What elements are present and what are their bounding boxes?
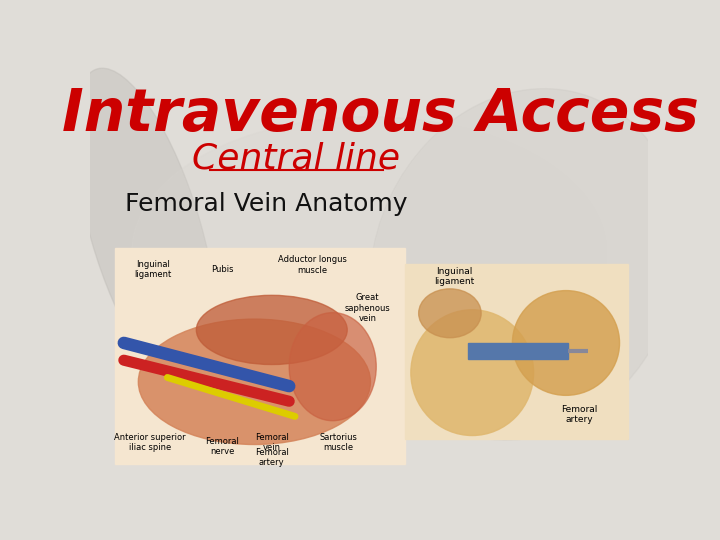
Text: Great
saphenous
vein: Great saphenous vein — [345, 293, 390, 323]
Text: Inguinal
ligament: Inguinal ligament — [134, 260, 171, 279]
Text: Inguinal
ligament: Inguinal ligament — [434, 267, 474, 286]
Text: Sartorius
muscle: Sartorius muscle — [320, 433, 357, 452]
Text: Femoral
vein: Femoral vein — [255, 433, 289, 452]
Ellipse shape — [411, 310, 534, 436]
Ellipse shape — [74, 68, 217, 394]
Bar — [115, 248, 405, 464]
Ellipse shape — [513, 291, 619, 395]
Text: Anterior superior
iliac spine: Anterior superior iliac spine — [114, 433, 186, 452]
Text: Adductor longus
muscle: Adductor longus muscle — [278, 255, 347, 275]
Ellipse shape — [289, 313, 377, 421]
Text: Central line: Central line — [192, 141, 400, 176]
Text: Femoral Vein Anatomy: Femoral Vein Anatomy — [125, 192, 407, 216]
Text: Femoral
artery: Femoral artery — [561, 405, 598, 424]
Ellipse shape — [197, 295, 347, 364]
Text: Femoral
artery: Femoral artery — [255, 448, 289, 467]
Text: Intravenous Access: Intravenous Access — [62, 86, 698, 143]
Bar — [405, 265, 629, 439]
Bar — [468, 343, 568, 359]
Text: Pubis: Pubis — [211, 265, 234, 274]
Ellipse shape — [418, 289, 481, 338]
Text: Femoral
nerve: Femoral nerve — [205, 437, 240, 456]
Bar — [115, 248, 405, 464]
Ellipse shape — [138, 319, 371, 444]
Ellipse shape — [370, 89, 680, 440]
Bar — [405, 265, 629, 439]
Ellipse shape — [132, 117, 606, 387]
